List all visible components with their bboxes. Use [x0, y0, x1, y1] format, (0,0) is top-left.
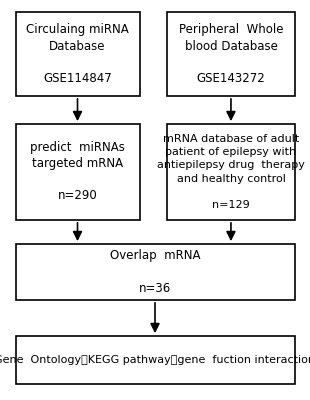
Text: Database: Database — [49, 40, 106, 52]
Text: predict  miRNAs: predict miRNAs — [30, 142, 125, 154]
Text: n=290: n=290 — [58, 190, 97, 202]
Text: and healthy control: and healthy control — [176, 174, 286, 184]
Text: n=36: n=36 — [139, 282, 171, 294]
Text: GSE143272: GSE143272 — [197, 72, 265, 84]
FancyBboxPatch shape — [16, 244, 294, 300]
Text: targeted mRNA: targeted mRNA — [32, 158, 123, 170]
FancyBboxPatch shape — [167, 12, 294, 96]
Text: mRNA database of adult: mRNA database of adult — [163, 134, 299, 144]
Text: Gene  Ontology、KEGG pathway、gene  fuction interaction: Gene Ontology、KEGG pathway、gene fuction … — [0, 355, 310, 365]
Text: blood Database: blood Database — [184, 40, 277, 52]
FancyBboxPatch shape — [16, 124, 140, 220]
FancyBboxPatch shape — [167, 124, 294, 220]
Text: antiepilepsy drug  therapy: antiepilepsy drug therapy — [157, 160, 305, 170]
Text: Peripheral  Whole: Peripheral Whole — [179, 24, 283, 36]
Text: Overlap  mRNA: Overlap mRNA — [110, 250, 200, 262]
Text: patient of epilepsy with: patient of epilepsy with — [166, 147, 296, 157]
Text: GSE114847: GSE114847 — [43, 72, 112, 84]
FancyBboxPatch shape — [16, 336, 294, 384]
Text: n=129: n=129 — [212, 200, 250, 210]
FancyBboxPatch shape — [16, 12, 140, 96]
Text: Circulaing miRNA: Circulaing miRNA — [26, 24, 129, 36]
